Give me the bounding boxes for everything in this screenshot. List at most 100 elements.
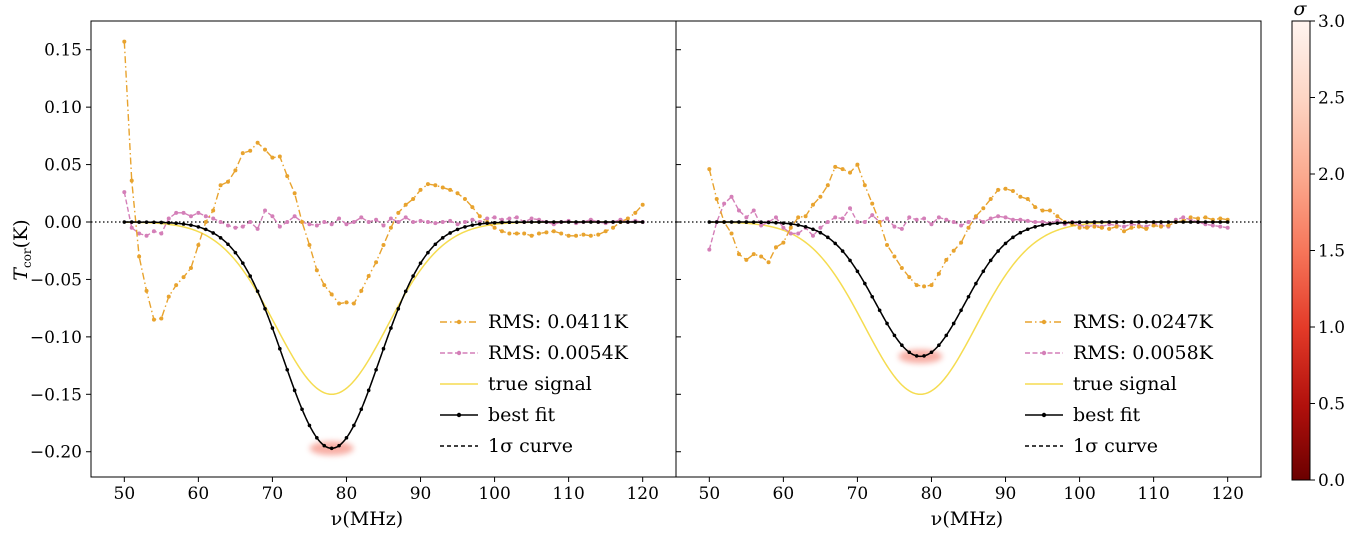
right-series-b-point bbox=[892, 224, 897, 229]
left-series-b-point bbox=[396, 220, 401, 225]
left-best-fit-point bbox=[285, 367, 290, 372]
left-series-a-point bbox=[300, 220, 305, 225]
right-best-fit-point bbox=[737, 220, 741, 224]
left-series-b-point bbox=[507, 216, 512, 221]
colorbar-tick-label: 1.0 bbox=[1318, 318, 1345, 338]
right-series-b-point bbox=[966, 220, 971, 225]
left-series-a-point bbox=[263, 147, 268, 152]
left-best-fit-point bbox=[381, 346, 386, 351]
left-best-fit-point bbox=[226, 242, 230, 247]
left-series-a-point bbox=[181, 275, 186, 280]
left-best-fit-point bbox=[514, 220, 519, 224]
y-tick-label: 0.10 bbox=[44, 98, 82, 118]
right-legend-entry: RMS: 0.0058K bbox=[1025, 342, 1214, 364]
left-best-fit-point bbox=[574, 220, 578, 224]
left-best-fit-point bbox=[581, 220, 586, 224]
left-series-b-point bbox=[285, 220, 290, 225]
left-series-a-point bbox=[633, 210, 638, 215]
right-best-fit-point bbox=[1196, 220, 1200, 224]
left-series-a-line bbox=[123, 41, 644, 321]
right-series-a-point bbox=[810, 202, 815, 207]
right-best-fit-point bbox=[1203, 220, 1208, 224]
right-series-a-point bbox=[1188, 215, 1193, 220]
right-series-a-point bbox=[751, 252, 756, 257]
left-best-fit-point bbox=[292, 388, 297, 393]
right-series-a-point bbox=[996, 187, 1001, 192]
right-legend-label: RMS: 0.0058K bbox=[1073, 342, 1214, 364]
left-x-tick-label: 120 bbox=[626, 484, 658, 504]
right-series-a-point bbox=[899, 265, 904, 270]
left-best-fit-point bbox=[159, 220, 164, 225]
right-best-fit-point bbox=[914, 354, 919, 358]
left-series-a-point bbox=[596, 232, 601, 237]
left-best-fit-point bbox=[433, 242, 438, 247]
left-legend-entry: best fit bbox=[440, 404, 556, 426]
right-best-fit-point bbox=[892, 333, 897, 338]
right-series-a-point bbox=[1033, 205, 1038, 210]
left-series-a-point bbox=[440, 185, 445, 190]
right-best-fit-point bbox=[1159, 220, 1163, 224]
left-best-fit-point bbox=[129, 220, 134, 224]
left-best-fit-point bbox=[589, 220, 593, 224]
left-series-a-point bbox=[359, 288, 364, 293]
right-series-a-point bbox=[714, 197, 719, 202]
right-best-fit-point bbox=[840, 249, 845, 253]
right-series-a-point bbox=[1003, 186, 1008, 191]
right-series-b-point bbox=[899, 226, 904, 231]
left-series-b-point bbox=[203, 214, 208, 219]
left-best-fit-point bbox=[463, 225, 467, 229]
left-legend-marker bbox=[456, 412, 462, 418]
left-best-fit-point bbox=[537, 220, 541, 224]
left-series-a-point bbox=[470, 205, 475, 210]
left-series-b-point bbox=[196, 210, 201, 215]
colorbar-tick-label: 0.5 bbox=[1318, 395, 1345, 415]
left-series-a-point bbox=[203, 220, 208, 225]
left-best-fit-point bbox=[300, 407, 304, 412]
left-series-a-point bbox=[225, 179, 230, 184]
right-series-a-point bbox=[892, 254, 897, 259]
right-series-a-point bbox=[759, 254, 764, 259]
right-best-fit-point bbox=[1018, 230, 1023, 235]
right-best-fit-point bbox=[722, 220, 726, 224]
right-series-b-point bbox=[959, 223, 964, 228]
left-series-a-point bbox=[433, 183, 438, 188]
right-best-fit-point bbox=[1225, 220, 1230, 224]
left-best-fit-point bbox=[522, 220, 526, 224]
left-legend: RMS: 0.0411K RMS: 0.0054K true signal best … bbox=[440, 311, 629, 457]
right-series-a-point bbox=[966, 225, 971, 230]
left-panel: 50 60 70 80 90 100 110 120 0.15 0.10 0.05 0.00 −0.05… bbox=[30, 20, 677, 504]
right-legend-entry: true signal bbox=[1025, 373, 1177, 395]
left-series-a-point bbox=[351, 301, 356, 306]
left-series-b-point bbox=[292, 214, 297, 219]
left-x-tick-label: 110 bbox=[552, 484, 584, 504]
left-series-b-point bbox=[381, 223, 386, 228]
right-best-fit-point bbox=[1055, 221, 1060, 225]
left-series-a-point bbox=[344, 300, 349, 305]
left-series-a-point bbox=[403, 202, 408, 207]
right-series-b-point bbox=[848, 206, 853, 211]
right-series-b-point bbox=[1040, 220, 1045, 225]
left-best-fit-point bbox=[566, 220, 571, 224]
right-plot-area bbox=[676, 162, 1261, 396]
right-best-fit-point bbox=[1048, 222, 1052, 226]
left-series-b-point bbox=[248, 220, 253, 225]
left-series-a-point bbox=[255, 140, 260, 145]
right-series-a-point bbox=[1092, 224, 1097, 229]
right-series-b-point bbox=[810, 233, 815, 238]
right-best-fit-point bbox=[707, 220, 712, 224]
right-series-a-point bbox=[736, 252, 741, 257]
left-series-a-point bbox=[322, 283, 327, 288]
left-x-tick-label: 100 bbox=[478, 484, 510, 504]
right-series-b-point bbox=[1003, 215, 1008, 220]
right-series-b-point bbox=[781, 225, 786, 230]
left-series-a-point bbox=[381, 242, 386, 247]
left-series-a-point bbox=[248, 148, 253, 153]
right-best-fit-point bbox=[759, 220, 763, 225]
left-best-fit-point bbox=[307, 423, 312, 428]
left-series-b-point bbox=[277, 224, 282, 229]
right-legend: RMS: 0.0247K RMS: 0.0058K true signal best … bbox=[1025, 311, 1214, 457]
left-best-fit-point bbox=[203, 227, 208, 232]
left-series-a-point bbox=[285, 174, 290, 179]
right-x-tick-label: 50 bbox=[699, 484, 721, 504]
left-series-b-point bbox=[144, 233, 149, 238]
